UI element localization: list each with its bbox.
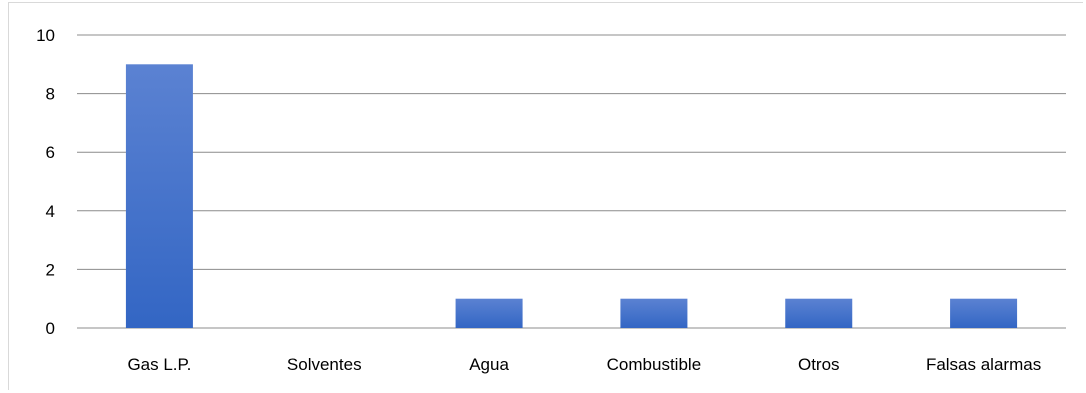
y-tick-label: 10: [36, 26, 55, 45]
bar-falsas-alarmas: [950, 298, 1018, 328]
x-category-label: Combustible: [607, 355, 702, 374]
x-category-label: Otros: [798, 355, 840, 374]
chart-frame: [8, 2, 1083, 390]
bar-combustible: [620, 298, 688, 328]
bar-otros: [785, 298, 853, 328]
x-category-label: Gas L.P.: [127, 355, 191, 374]
gridlines: [77, 34, 1066, 329]
bar-agua: [455, 298, 523, 328]
bar-gas-l-p: [125, 64, 193, 329]
y-tick-label: 6: [46, 143, 55, 162]
y-tick-label: 8: [46, 85, 55, 104]
x-category-label: Agua: [469, 355, 509, 374]
y-tick-label: 0: [46, 319, 55, 338]
x-category-label: Falsas alarmas: [926, 355, 1041, 374]
y-tick-label: 2: [46, 260, 55, 279]
y-tick-label: 4: [46, 202, 55, 221]
x-category-label: Solventes: [287, 355, 362, 374]
bars: [125, 64, 1018, 329]
y-axis-tick-labels: 0 2 4 6 8 10: [36, 26, 55, 338]
x-axis-category-labels: Gas L.P. Solventes Agua Combustible Otros Fal…: [127, 355, 1041, 374]
